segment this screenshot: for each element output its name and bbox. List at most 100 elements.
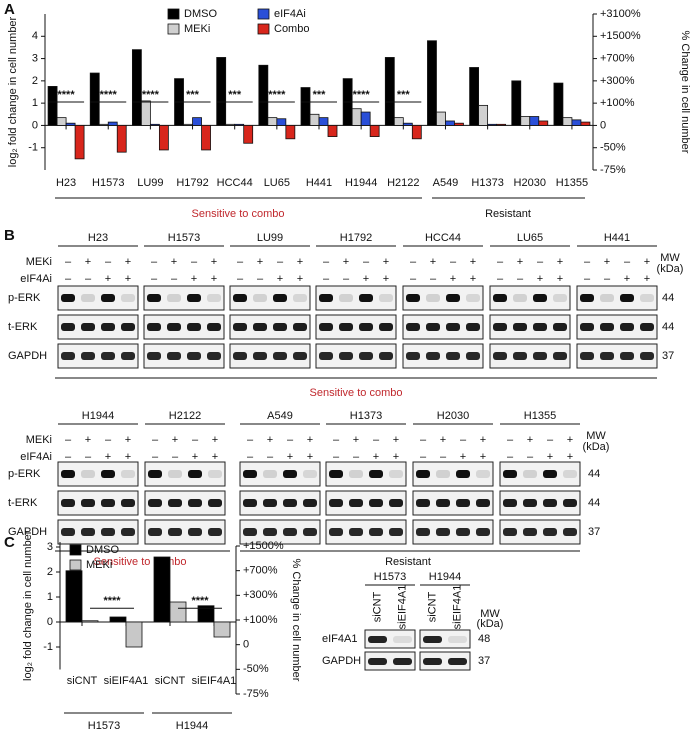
row-label: t-ERK <box>8 497 38 509</box>
blot-band <box>293 294 307 302</box>
blot-band <box>426 294 440 302</box>
bar <box>213 621 231 638</box>
treatment-sign: + <box>191 273 197 285</box>
blot-band <box>600 294 614 302</box>
treatment-label: eIF4Ai <box>20 273 52 285</box>
blot-band <box>319 323 333 331</box>
treatment-sign: + <box>460 451 466 463</box>
blot-band <box>466 294 480 302</box>
blot-band <box>121 352 135 360</box>
mw-label: 37 <box>588 526 600 538</box>
bar <box>234 123 245 126</box>
blot-band <box>263 470 277 478</box>
bar <box>149 123 160 126</box>
blot-band <box>406 323 420 331</box>
blot-band <box>81 294 95 302</box>
treatment-sign: + <box>192 451 198 463</box>
blot-band <box>101 499 115 507</box>
significance-label: **** <box>191 595 209 607</box>
blot-band <box>640 294 654 302</box>
treatment-sign: – <box>584 273 591 285</box>
treatment-sign: + <box>212 451 218 463</box>
treatment-sign: + <box>383 273 389 285</box>
blot-band <box>476 470 490 478</box>
treatment-sign: + <box>105 273 111 285</box>
treatment-sign: + <box>307 451 313 463</box>
blot-band <box>187 294 201 302</box>
significance-label: **** <box>353 89 371 101</box>
mw-header: (kDa) <box>477 618 504 630</box>
blot-band <box>620 352 634 360</box>
bar <box>98 123 109 126</box>
x-tick-label: siEIF4A1 <box>104 675 149 687</box>
blot-band <box>543 499 557 507</box>
bar <box>427 40 437 126</box>
legend-swatch <box>69 544 82 556</box>
blot-band <box>368 636 387 643</box>
treatment-sign: – <box>497 273 504 285</box>
cell-line-label: H1792 <box>340 232 372 244</box>
blot-band <box>620 323 634 331</box>
bar <box>309 113 320 126</box>
y-tick-label: 0 <box>32 119 38 131</box>
blot-band <box>188 470 202 478</box>
bar <box>369 125 380 137</box>
bar <box>74 125 85 160</box>
treatment-sign: – <box>277 256 284 268</box>
treatment-sign: – <box>440 451 447 463</box>
treatment-sign: – <box>105 256 112 268</box>
blot-band <box>580 352 594 360</box>
blot-band <box>513 352 527 360</box>
blot-band <box>61 323 75 331</box>
bar <box>158 125 169 151</box>
y2-tick-label: -50% <box>243 663 269 675</box>
y2-tick-label: +700% <box>600 52 635 64</box>
row-label: GAPDH <box>8 526 47 538</box>
blot-band <box>329 499 343 507</box>
blot-band <box>263 499 277 507</box>
blot-band <box>426 352 440 360</box>
treatment-sign: – <box>247 434 254 446</box>
blot-band <box>61 352 75 360</box>
bar <box>511 80 522 126</box>
blot-band <box>503 528 517 536</box>
y-tick-label: 1 <box>32 97 38 109</box>
blot-band <box>293 323 307 331</box>
treatment-sign: + <box>172 434 178 446</box>
x-tick-label: H1944 <box>345 177 377 189</box>
bar <box>285 125 296 140</box>
bar <box>393 117 404 126</box>
blot-frame <box>412 461 494 487</box>
cell-line-label: H1373 <box>350 410 382 422</box>
group-label: H1944 <box>176 720 208 732</box>
blot-band <box>523 528 537 536</box>
y-tick-label: 2 <box>47 566 53 578</box>
blot-band <box>81 528 95 536</box>
significance-label: **** <box>58 89 76 101</box>
blot-band <box>553 352 567 360</box>
significance-label: *** <box>228 89 242 101</box>
legend-label: DMSO <box>184 8 217 20</box>
treatment-sign: – <box>151 273 158 285</box>
treatment-sign: + <box>125 451 131 463</box>
bar <box>116 125 127 153</box>
x-tick-label: siCNT <box>155 675 186 687</box>
group-label: Sensitive to combo <box>310 387 403 399</box>
blot-band <box>553 323 567 331</box>
blot-band <box>233 323 247 331</box>
treatment-sign: – <box>287 434 294 446</box>
significance-label: *** <box>186 89 200 101</box>
mw-label: 48 <box>478 633 490 645</box>
y-tick-label: 2 <box>32 75 38 87</box>
blot-band <box>446 294 460 302</box>
legend-swatch <box>167 8 180 20</box>
bar <box>183 123 193 126</box>
treatment-sign: + <box>480 451 486 463</box>
bar <box>56 117 67 126</box>
lane-label: siCNT <box>426 591 438 622</box>
blot-band <box>253 323 267 331</box>
y2-tick-label: +100% <box>600 97 635 109</box>
blot-band <box>369 499 383 507</box>
bar <box>384 57 395 126</box>
blot-band <box>101 294 115 302</box>
